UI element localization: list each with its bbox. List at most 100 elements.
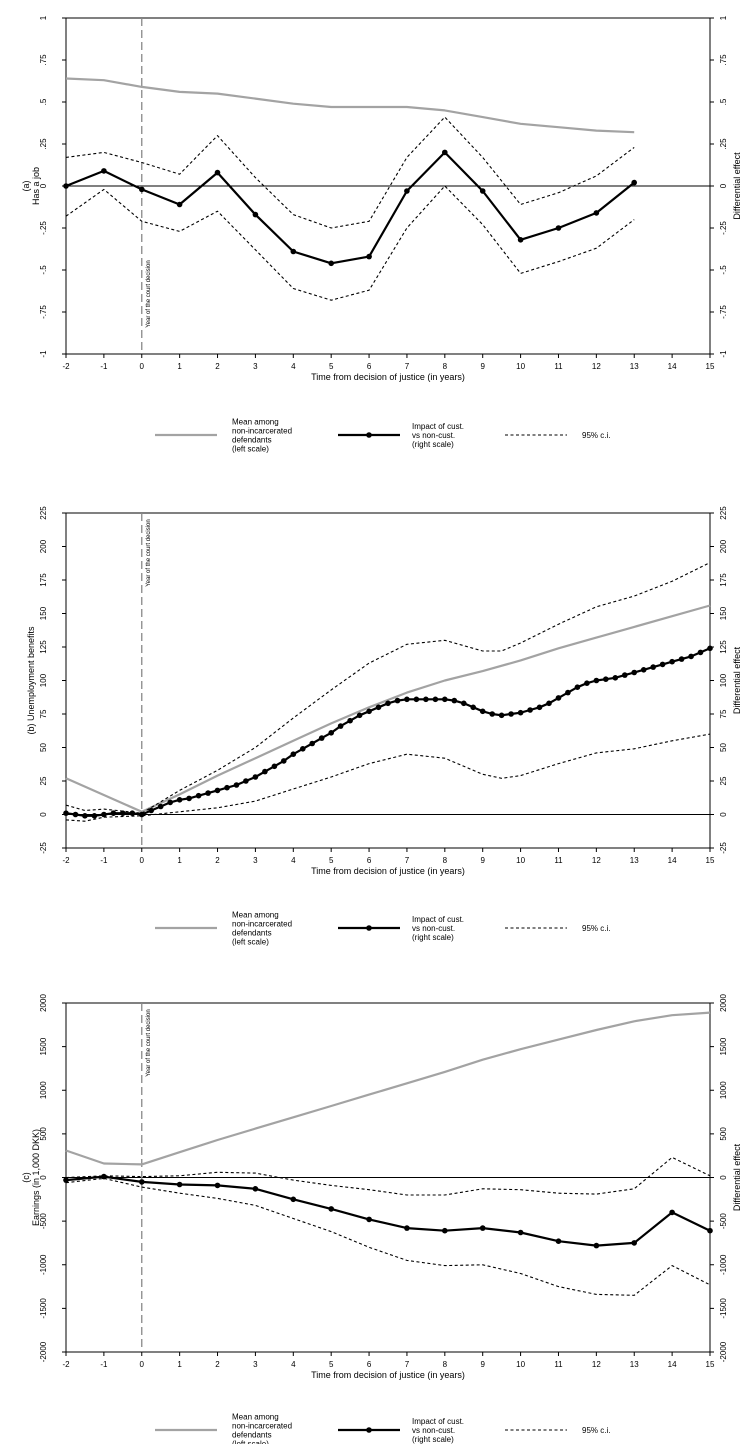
x-tick-label: 11 [554,362,563,371]
x-tick-label: 3 [253,856,258,865]
data-point [517,709,524,716]
legend-label-ci: 95% c.i. [582,431,610,440]
data-point [300,746,306,752]
x-axis-title: Time from decision of justice (in years) [311,1370,465,1380]
data-point [214,169,221,176]
x-tick-label: 6 [367,362,372,371]
y-tick-label-right: .25 [719,138,728,150]
data-point [271,763,278,770]
plot-frame [65,512,711,849]
y-tick-label-right: -500 [719,1213,728,1230]
series-line-mean [65,1011,711,1166]
y-tick-label-right: .5 [719,98,728,105]
legend-swatch-marker [366,1427,372,1433]
data-point [631,669,637,676]
data-point [366,253,372,260]
series-line-ci [65,185,635,301]
y-tick-label-left: .25 [39,138,48,150]
y-tick-label-right: -2000 [719,1341,728,1362]
x-axis-title: Time from decision of justice (in years) [311,372,465,382]
x-tick-label: 9 [480,856,485,865]
x-tick-label: 10 [516,362,525,371]
y2-axis-title: Differential effect [732,1143,742,1211]
legend-swatch-marker [366,925,372,931]
x-tick-label: 13 [630,1360,639,1369]
data-point [290,751,297,757]
legend-label-mean: (left scale) [232,1440,269,1444]
y-tick-label-right: -1000 [719,1254,728,1275]
y-tick-label-left: 1500 [39,1037,48,1055]
legend-label-mean: Mean among [232,418,279,427]
series-line-ci [65,562,711,814]
legend-label-impact: vs non-cust. [412,924,455,933]
y-tick-label-left: 175 [39,573,48,587]
y-tick-label-left: -1500 [39,1298,48,1319]
data-point [385,700,391,707]
decision-vline-label: Year of the court decision [146,260,152,328]
x-tick-label: -1 [100,1360,108,1369]
y-tick-label-left: 0 [39,812,48,817]
legend-label-impact: Impact of cust. [412,1417,464,1426]
y-tick-label-right: -1 [719,350,728,358]
y-tick-label-right: 75 [719,709,728,718]
x-tick-label: 8 [443,1360,448,1369]
y-tick-label-right: .75 [719,54,728,66]
data-point [252,211,259,218]
y-tick-label-left: -1000 [39,1254,48,1275]
legend-label-mean: non-incarcerated [232,427,292,436]
decision-vline-label: Year of the court decision [146,519,152,587]
data-point [101,811,107,818]
data-point [195,792,202,799]
data-point [603,676,609,682]
data-point [593,677,600,684]
data-point [565,689,571,696]
data-point [688,653,694,660]
x-tick-label: 6 [367,856,372,865]
y-axis-title-line: (b) Unemployment benefits [26,626,36,735]
legend-label-impact: (right scale) [412,440,454,449]
data-point [328,260,335,267]
x-tick-label: 5 [329,362,334,371]
x-tick-label: 14 [668,1360,677,1369]
data-point [669,658,675,665]
legend-label-ci: 95% c.i. [582,924,610,933]
y-tick-label-left: 0 [39,1175,48,1180]
x-tick-label: 2 [215,362,220,371]
y-tick-label-left: 0 [39,183,48,188]
y-tick-label-right: 225 [719,506,728,520]
x-tick-label: 14 [668,856,677,865]
data-point [328,730,335,736]
y-tick-label-right: 50 [719,743,728,752]
data-point [63,183,69,189]
x-tick-label: -2 [62,1360,70,1369]
data-point [233,782,240,788]
y-tick-label-right: -25 [719,842,728,854]
data-point [489,711,496,717]
series-line-mean [65,77,635,134]
data-point [442,1227,448,1234]
y-axis-title: (b) Unemployment benefits [26,626,36,735]
y-tick-label-left: -2000 [39,1341,48,1362]
x-tick-label: 7 [405,1360,410,1369]
data-point [72,811,79,818]
data-point [262,768,268,775]
y-tick-label-right: 0 [719,1175,728,1180]
data-point [442,149,448,156]
y-tick-label-right: 200 [719,539,728,553]
data-point [527,707,533,713]
data-point [110,810,117,816]
data-point [356,712,363,719]
legend-label-impact: (right scale) [412,933,454,942]
x-tick-label: 1 [177,1360,182,1369]
data-point [375,704,382,711]
x-tick-label: 12 [592,362,601,371]
data-point [366,708,372,715]
data-point [555,1238,562,1244]
x-tick-label: 1 [177,856,182,865]
data-point [517,237,524,243]
x-tick-label: 11 [554,856,563,865]
series-line-ci [65,116,635,229]
y-tick-label-right: -.75 [719,305,728,319]
x-tick-label: 13 [630,362,639,371]
data-point [697,649,704,656]
